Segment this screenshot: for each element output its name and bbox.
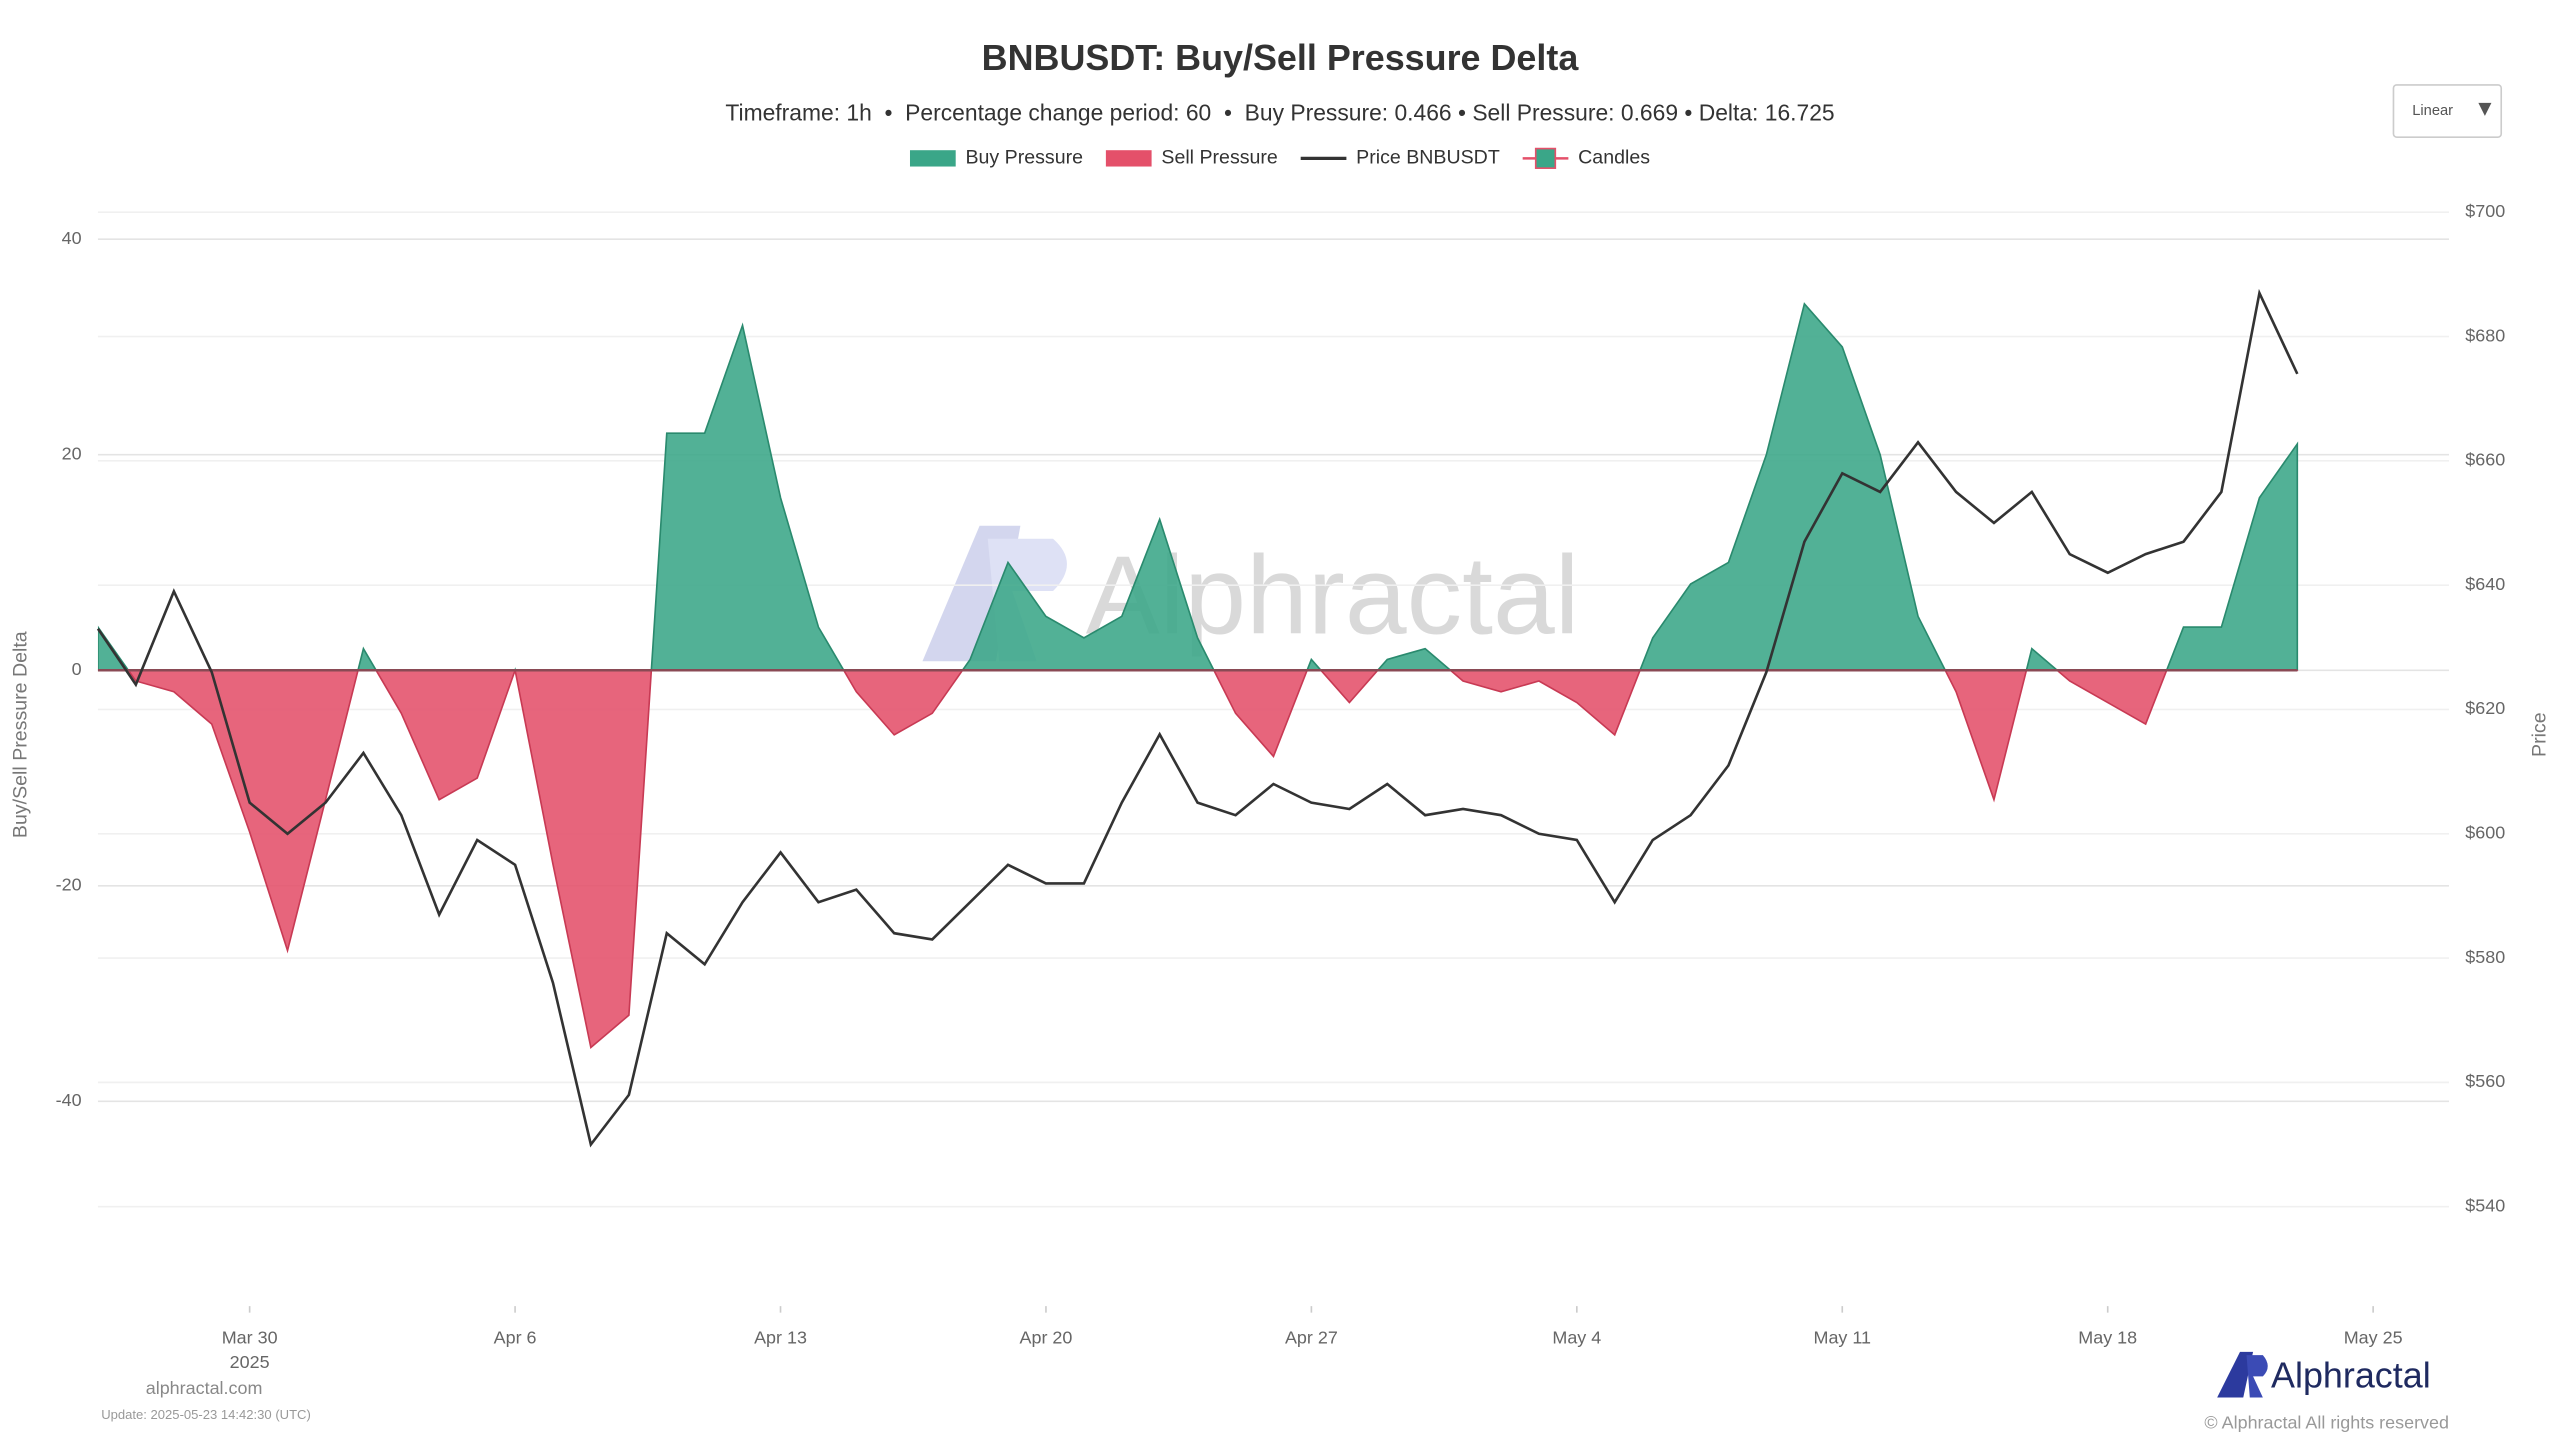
x-tick-label: Apr 20 xyxy=(1020,1328,1073,1348)
legend-swatch xyxy=(1534,147,1557,169)
legend-label: Price BNBUSDT xyxy=(1356,147,1500,169)
y-tick-label: 40 xyxy=(62,228,82,248)
price-line xyxy=(96,288,2299,1148)
legend-label: Buy Pressure xyxy=(965,147,1083,169)
y2-tick-label: $560 xyxy=(2465,1071,2505,1091)
x-tick-label: Apr 6 xyxy=(494,1328,537,1348)
x-tick-label: May 25 xyxy=(2344,1328,2403,1348)
footer-site: alphractal.com xyxy=(146,1378,263,1398)
y-tick-label: -20 xyxy=(56,875,82,895)
chart-subtitle: Timeframe: 1h • Percentage change period… xyxy=(725,99,1834,125)
dropdown-label[interactable]: Linear xyxy=(2412,103,2453,119)
y2-tick-label: $540 xyxy=(2465,1195,2505,1215)
y-tick-label: -40 xyxy=(56,1090,82,1110)
dropdown-box[interactable] xyxy=(2392,84,2503,138)
brand-mark xyxy=(2246,1355,2268,1398)
legend-label: Candles xyxy=(1578,147,1650,169)
legend-swatch xyxy=(1105,150,1152,167)
y2-tick-label: $660 xyxy=(2465,450,2505,470)
sell-pressure-area xyxy=(97,670,2299,1050)
x-tick-label: May 4 xyxy=(1552,1328,1601,1348)
buy-pressure-area xyxy=(97,302,2299,671)
brand-logo: Alphractal xyxy=(2217,1351,2431,1398)
legend-swatch xyxy=(909,150,956,167)
y2-tick-label: $640 xyxy=(2465,574,2505,594)
copyright: © Alphractal All rights reserved xyxy=(2204,1412,2449,1432)
brand-mark xyxy=(2217,1351,2254,1398)
x-tick-label: May 11 xyxy=(1814,1328,1872,1348)
legend-label: Sell Pressure xyxy=(1161,147,1278,169)
y2-tick-label: $680 xyxy=(2465,325,2505,345)
legend: Buy Pressure Sell Pressure Price BNBUSDT Ca… xyxy=(909,147,1650,169)
x-tick-label: Mar 30 xyxy=(222,1328,278,1348)
dropdown-arrow[interactable] xyxy=(2478,102,2492,116)
y-tick-label: 0 xyxy=(72,659,82,679)
y2-axis-title: Price xyxy=(2529,712,2551,757)
footer-update: Update: 2025-05-23 14:42:30 (UTC) xyxy=(101,1407,311,1422)
x-tick-label: May 18 xyxy=(2078,1328,2137,1348)
scale-dropdown[interactable]: Linear xyxy=(2392,84,2503,138)
y2-tick-label: $700 xyxy=(2465,201,2505,221)
x-tick-label: Apr 27 xyxy=(1285,1328,1338,1348)
brand-name: Alphractal xyxy=(2271,1354,2431,1395)
y-tick-label: 20 xyxy=(62,443,82,463)
y2-tick-label: $580 xyxy=(2465,947,2505,967)
legend-item: Buy Pressure xyxy=(909,147,1083,169)
y-axis-title: Buy/Sell Pressure Delta xyxy=(9,631,31,838)
legend-item: Sell Pressure xyxy=(1105,147,1278,169)
x-year-label: 2025 xyxy=(230,1352,270,1372)
y2-tick-label: $600 xyxy=(2465,823,2505,843)
x-tick-label: Apr 13 xyxy=(754,1328,807,1348)
chart-title: BNBUSDT: Buy/Sell Pressure Delta xyxy=(982,37,1580,78)
legend-item: Candles xyxy=(1522,147,1650,169)
legend-item: Price BNBUSDT xyxy=(1300,147,1500,169)
y2-tick-label: $620 xyxy=(2465,698,2505,718)
